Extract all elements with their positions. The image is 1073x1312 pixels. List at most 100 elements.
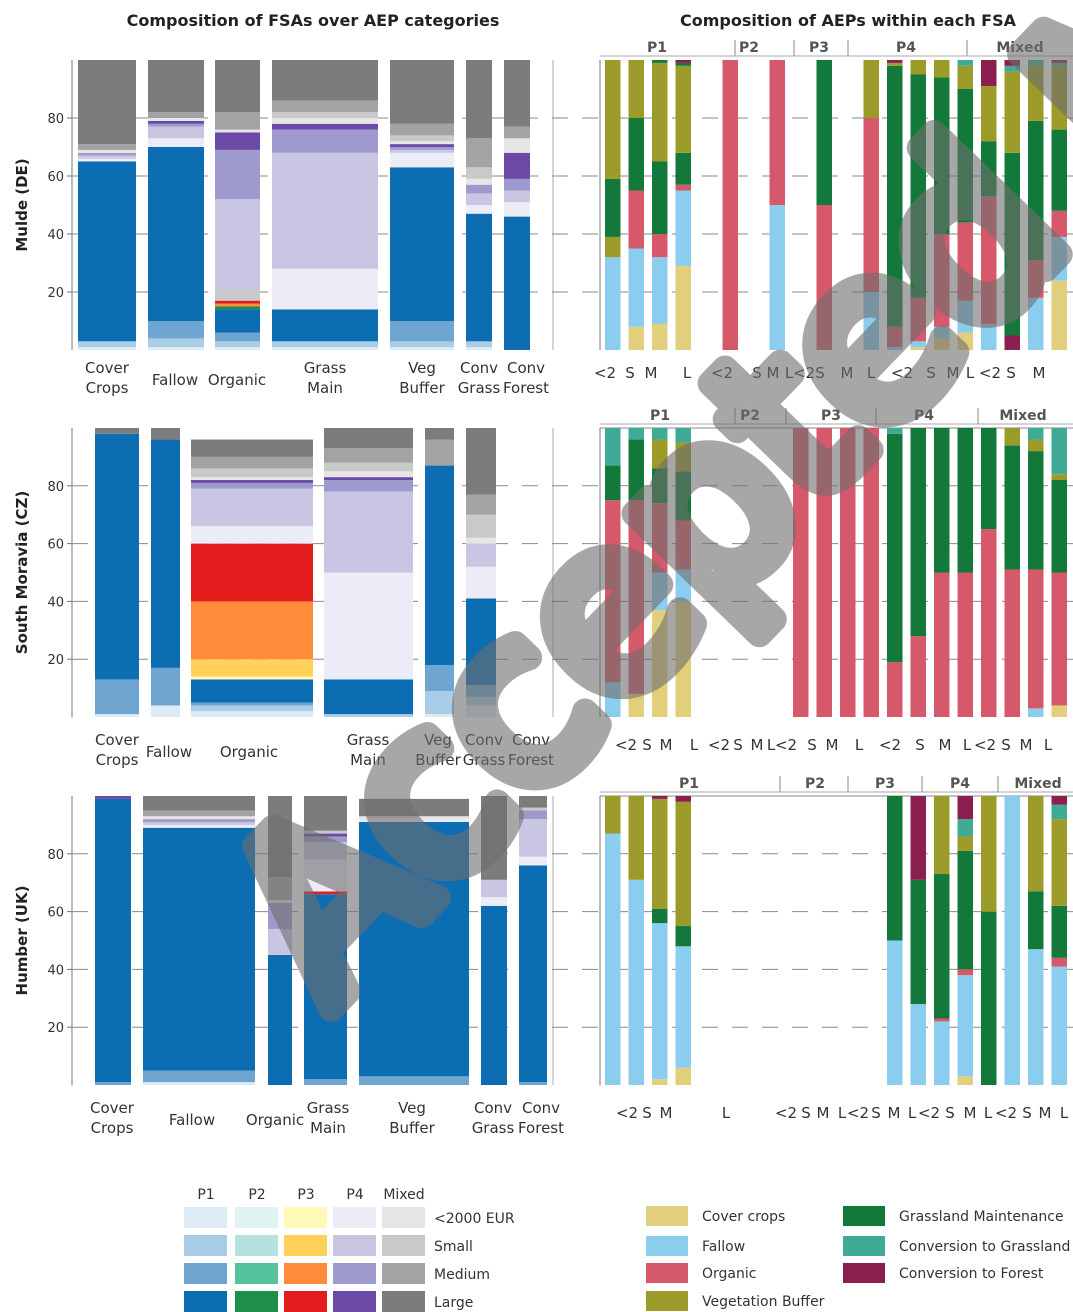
bar-segment-veg [359,798,469,817]
aep-segment-P4-L [957,572,973,717]
aep-segment-P1-<2 [605,796,621,834]
bar-segment-convf [504,60,530,127]
size-tick-label: <2 [775,1104,797,1122]
aep-segment-P1-M [652,60,668,63]
bar-segment-grass [272,347,378,350]
aep-segment-Mixed-<2 [981,911,997,1085]
aep-segment-P4-L [957,89,973,223]
size-tick-label: M [1039,1104,1052,1122]
group-label: P3 [875,776,895,792]
size-tick-label: S [1022,1104,1032,1122]
legend-fsa-swatch [333,1207,376,1228]
category-label: Grass Main [304,359,347,397]
aep-segment-P1-S [628,190,644,249]
panels: Mulde (DE) 20 40 60 80 Cover Crops Fallow Organi… [13,40,1073,1137]
aep-segment-Mixed-L [1051,796,1067,805]
bar-segment-grass [324,477,413,481]
aep-segment-Mixed-L [1051,236,1067,281]
bar-segment-cover [95,714,139,717]
aep-segment-P4-S [910,879,926,1005]
size-tick-label: L [1044,736,1053,754]
aep-segment-P4-L [957,65,973,89]
legend-fsa-size: Large [434,1295,473,1311]
aep-segment-Mixed-S [1004,335,1020,350]
bar-segment-convf [504,138,530,153]
aep-segment-Mixed-S [1004,428,1020,446]
aep-segment-Mixed-S [1004,152,1020,336]
bar-segment-veg [390,147,454,150]
legend-aep-swatch [646,1291,688,1311]
bar-segment-fallow [148,123,204,127]
legend-aep-label: Vegetation Buffer [702,1294,825,1310]
category-label: Veg Buffer [399,359,445,397]
bar-segment-organic [191,705,313,712]
bar-segment-convg [466,341,492,348]
bar-segment-grass [272,129,378,153]
size-tick-label: M [767,364,780,382]
aep-segment-P3-S [816,205,832,350]
category-label: Conv Forest [508,731,554,769]
aep-segment-P4-S [910,636,926,717]
bar-segment-cover [78,60,136,145]
bar-segment-fallow [143,1082,255,1085]
bar-segment-fallow [143,819,255,823]
category-label-line: Conv [474,1099,512,1117]
category-label-line: Grass [472,1119,515,1137]
bar-segment-grass [324,480,413,492]
bar-segment-fallow [143,796,255,811]
bar-segment-convg [466,514,496,538]
bar-segment-grass [272,118,378,124]
aep-segment-Mixed-M [1028,451,1044,570]
aep-segment-P3-L [863,292,879,350]
aep-segment-P1-M [652,439,668,469]
category-label-line: Organic [220,743,278,761]
aep-segment-P4-<2 [887,347,903,350]
aep-segment-P4-<2 [887,62,903,66]
bar-segment-convg [466,598,496,686]
category-label: Conv Forest [503,359,549,397]
bar-segment-grass [272,123,378,130]
aep-segment-P1-M [652,234,668,258]
size-tick-label: S [733,736,743,754]
bar-segment-convg [466,428,496,495]
bar-segment-fallow [148,338,204,348]
category-label-line: Cover [90,1099,135,1117]
aep-segment-P4-<2 [887,662,903,717]
aep-segment-P4-S [910,796,926,880]
aep-segment-Mixed-L [1051,804,1067,820]
size-tick-label: L [838,1104,847,1122]
aep-segment-Mixed-<2 [981,141,997,197]
category-label: Organic [220,743,278,761]
aep-segment-Mixed-M [1028,120,1044,261]
legend-fsa-swatch [184,1263,227,1284]
size-tick-label: <2 [847,1104,869,1122]
aep-segment-P2-L [769,205,785,350]
bar-segment-grass [304,894,347,1080]
aep-segment-P1-L [675,190,691,266]
category-label-line: Crops [96,751,139,769]
aep-segment-P4-L [957,836,973,851]
aep-segment-P3-L [863,428,879,717]
category-label-line: Organic [246,1111,304,1129]
aep-segment-P1-L [675,442,691,472]
aep-segment-P4-M [934,326,950,339]
aep-segment-P1-M [652,610,668,717]
aep-segment-P3-L [863,118,879,292]
group-label: Mixed [1014,776,1061,792]
aep-segment-P1-M [652,908,668,924]
bar-segment-grass [324,572,413,680]
bar-segment-convg [481,879,507,898]
aep-segment-Mixed-L [1051,905,1067,958]
aep-segment-P1-L [675,796,691,802]
aep-segment-Mixed-M [1028,65,1044,121]
bar-segment-organic [191,679,313,703]
size-tick-label: M [888,1104,901,1122]
bar-segment-convg [481,897,507,906]
aep-segment-Mixed-L [1051,480,1067,573]
category-label-line: Crops [91,1119,134,1137]
aep-segment-P1-M [652,923,668,1080]
bar-segment-organic [215,149,260,200]
aep-segment-Mixed-<2 [981,428,997,530]
group-label: P2 [805,776,825,792]
panel-2: Humber (UK) 20 40 60 80 Cover Crops Fallow Organ… [13,776,1073,1137]
